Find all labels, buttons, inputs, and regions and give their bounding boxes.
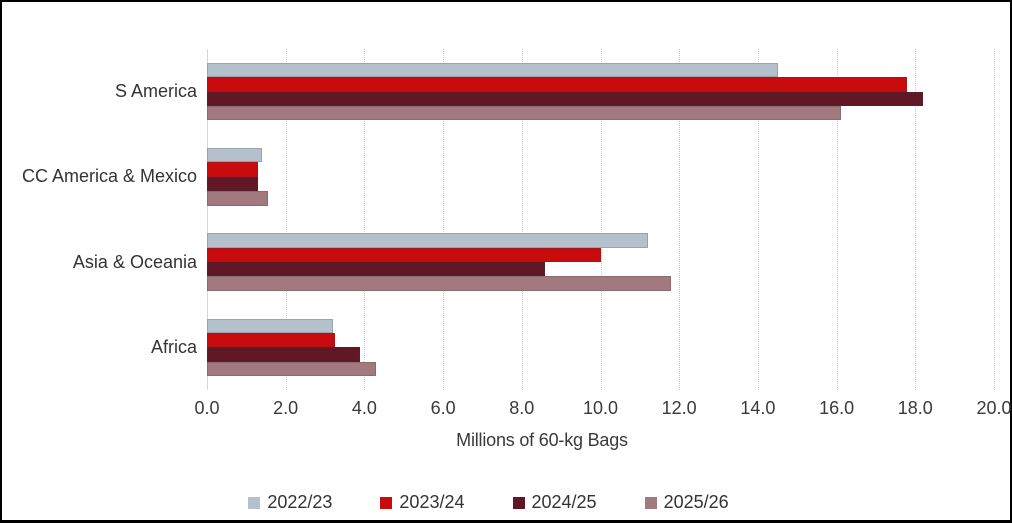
bar (207, 233, 648, 248)
bar (207, 347, 361, 362)
gridline (915, 49, 917, 390)
bar (207, 176, 259, 192)
bar (207, 162, 259, 177)
x-tick-label: 6.0 (430, 398, 456, 418)
bar (207, 91, 924, 106)
gridline (836, 49, 838, 390)
legend-swatch-icon (248, 496, 261, 509)
bar (207, 361, 377, 377)
x-tick-label: 20.0 (976, 398, 1012, 418)
bar-group (207, 148, 994, 206)
gridline (994, 49, 995, 390)
gridline (443, 49, 445, 390)
bar (207, 77, 908, 92)
plot-area (207, 49, 995, 390)
bar (207, 191, 268, 206)
legend-label: 2025/26 (663, 492, 729, 512)
legend-swatch-icon (380, 496, 393, 509)
legend-label: 2024/25 (531, 492, 597, 512)
bar-group (207, 318, 994, 377)
x-tick-label: 4.0 (351, 398, 377, 418)
bar (207, 332, 335, 348)
legend-item: 2023/24 (380, 492, 465, 513)
bar (207, 148, 263, 163)
bar-group (207, 233, 994, 291)
legend-label: 2022/23 (267, 492, 333, 512)
x-tick-label: 0.0 (194, 398, 220, 418)
gridline (285, 49, 287, 390)
legend-label: 2023/24 (399, 492, 465, 512)
legend-item: 2024/25 (512, 492, 597, 513)
x-tick-label: 2.0 (273, 398, 299, 418)
x-axis-title: Millions of 60-kg Bags (456, 430, 628, 450)
bar (207, 105, 841, 121)
legend-item: 2022/23 (248, 492, 332, 513)
category-label: S America (114, 81, 197, 102)
gridline (521, 49, 523, 390)
category-label: CC America & Mexico (21, 166, 197, 187)
bar (207, 62, 778, 78)
bar (207, 318, 333, 333)
category-label: Asia & Oceania (72, 251, 197, 272)
gridline (757, 49, 759, 390)
legend-item: 2025/26 (644, 492, 729, 513)
bar (207, 262, 546, 277)
y-axis-category-labels: S America CC America & Mexico Asia & Ocean… (2, 49, 197, 390)
x-tick-label: 8.0 (509, 398, 535, 418)
bar-group (207, 62, 994, 121)
x-tick-label: 16.0 (819, 398, 855, 418)
bar (207, 276, 672, 291)
gridline (600, 49, 602, 390)
bar (207, 247, 601, 263)
legend: 2022/23 2023/24 2024/25 2025/26 (2, 492, 975, 513)
category-label: Africa (150, 336, 197, 357)
gridline (679, 49, 681, 390)
x-tick-label: 12.0 (661, 398, 697, 418)
gridline (364, 49, 366, 390)
y-axis-line (207, 49, 208, 390)
x-tick-label: 10.0 (582, 398, 619, 418)
x-tick-label: 14.0 (740, 398, 776, 418)
x-tick-label: 18.0 (897, 398, 933, 418)
legend-swatch-icon (644, 496, 657, 509)
legend-swatch-icon (512, 496, 525, 509)
